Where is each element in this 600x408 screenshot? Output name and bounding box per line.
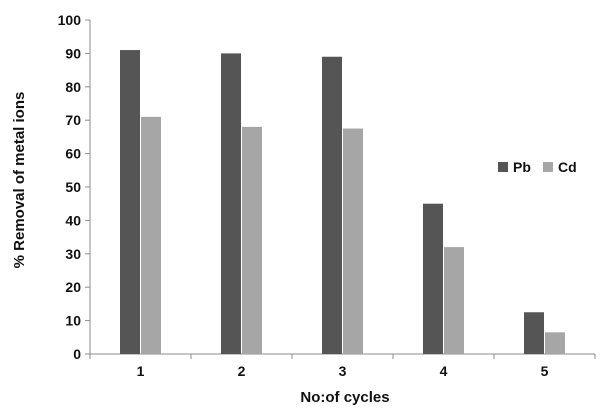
y-axis: 0 10 20 30 40 50 60 70 80 90 100 (58, 12, 91, 362)
bar-cd-cycle-2 (242, 126, 262, 354)
x-tick-label: 4 (440, 363, 448, 379)
x-tick-label: 5 (541, 363, 549, 379)
bar-cd-cycle-3 (343, 128, 363, 354)
y-axis-title: % Removal of metal ions (11, 92, 28, 269)
bars (120, 50, 565, 355)
bar-cd-cycle-4 (444, 247, 464, 354)
y-tick-label: 100 (58, 12, 82, 28)
x-axis: 1 2 3 4 5 (89, 353, 596, 379)
y-tick-label: 30 (65, 246, 81, 262)
x-tick-label: 1 (137, 363, 145, 379)
y-tick-label: 40 (65, 212, 81, 228)
y-tick-label: 10 (65, 313, 81, 329)
legend-swatch-cd (543, 162, 553, 172)
bar-cd-cycle-1 (141, 116, 161, 354)
bar-cd-cycle-5 (545, 332, 565, 354)
y-tick-label: 80 (65, 79, 81, 95)
legend-label-cd: Cd (558, 159, 577, 175)
y-tick-label: 50 (65, 179, 81, 195)
x-axis-title: No:of cycles (300, 389, 389, 406)
bar-pb-cycle-4 (423, 203, 443, 354)
y-tick-label: 0 (73, 346, 81, 362)
legend: Pb Cd (498, 159, 577, 175)
x-tick-label: 3 (339, 363, 347, 379)
y-tick-label: 20 (65, 279, 81, 295)
bar-pb-cycle-5 (524, 312, 544, 354)
y-tick-label: 90 (65, 45, 81, 61)
bar-pb-cycle-2 (221, 53, 241, 355)
y-tick-label: 70 (65, 112, 81, 128)
legend-label-pb: Pb (513, 159, 531, 175)
x-tick-label: 2 (238, 363, 246, 379)
legend-swatch-pb (498, 162, 508, 172)
bar-pb-cycle-3 (322, 56, 342, 355)
bar-pb-cycle-1 (120, 50, 140, 355)
y-tick-label: 60 (65, 146, 81, 162)
